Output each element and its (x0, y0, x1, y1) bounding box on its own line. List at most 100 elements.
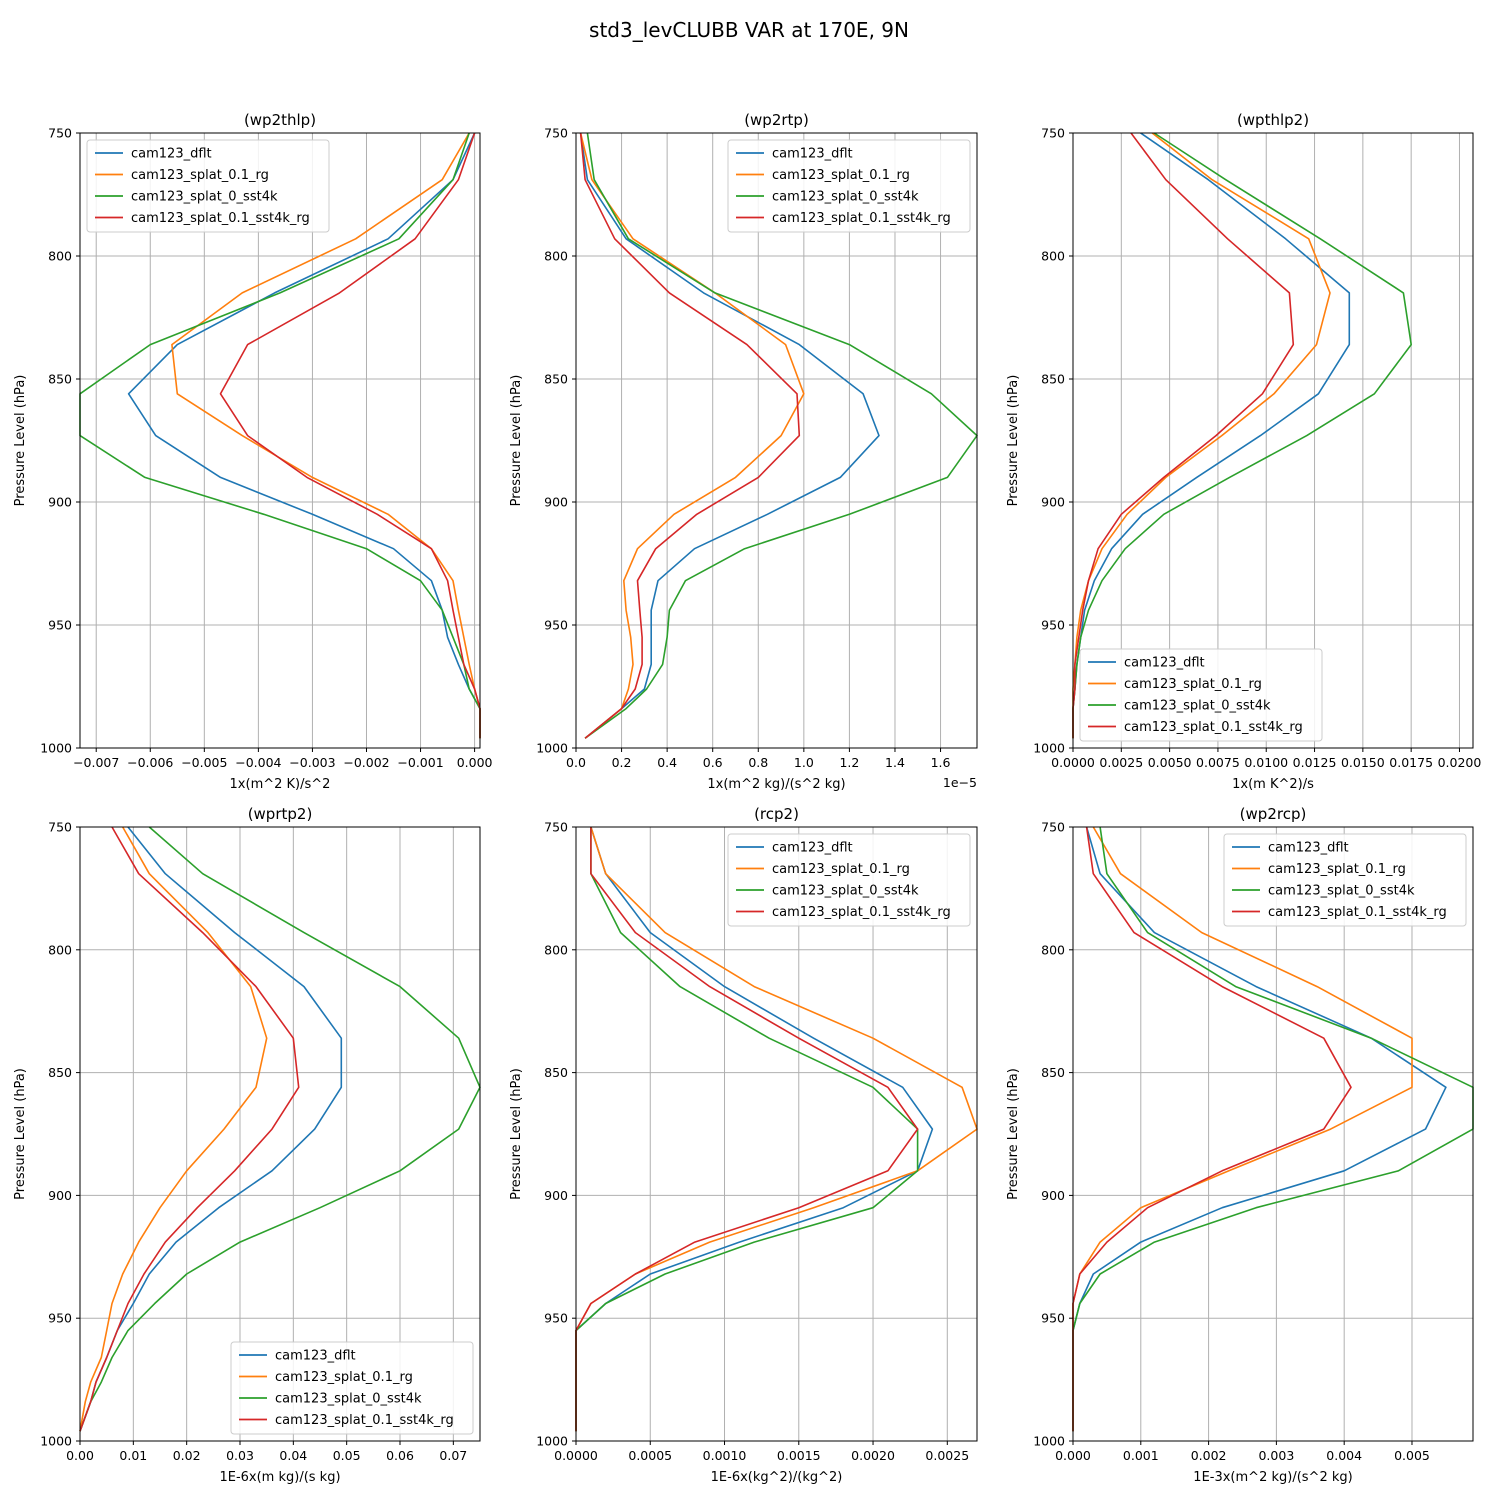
y-axis-label: Pressure Level (hPa) (1006, 375, 1021, 507)
y-axis-label: Pressure Level (hPa) (509, 1068, 524, 1200)
legend-entry: cam123_splat_0.1_sst4k_rg (1268, 905, 1447, 920)
x-tick-label: −0.002 (343, 755, 389, 770)
subplot-6: 0.000 0.001 0.002 0.003 0.004 0.005 750 800 850 9… (1006, 805, 1474, 1485)
x-tick-label: 0.003 (1258, 1448, 1294, 1463)
x-axis-label: 1E-3x(m^2 kg)/(s^2 kg) (1193, 1470, 1352, 1485)
x-tick-label: 0.0025 (1099, 755, 1143, 770)
x-tick-label: 0.05 (333, 1448, 361, 1463)
x-tick-label: −0.001 (397, 755, 443, 770)
legend-box (727, 139, 971, 233)
y-tick-label: 950 (1041, 1311, 1065, 1326)
y-tick-label: 1000 (40, 741, 72, 756)
subplot-title: (wp2rcp) (1240, 805, 1307, 823)
legend-box (230, 1341, 474, 1435)
legend-entry: cam123_splat_0.1_rg (275, 1370, 413, 1385)
series-line-cam123_splat_0_sst4k (1072, 132, 1412, 739)
x-tick-label: 1.6 (931, 755, 951, 770)
legend: cam123_dflt cam123_splat_0.1_rg cam123_spl… (727, 833, 971, 927)
x-tick-label: 0.00 (66, 1448, 94, 1463)
subplot-title: (rcp2) (754, 805, 799, 823)
legend-entry: cam123_dflt (1268, 841, 1349, 856)
subplot-1: −0.007 −0.006 −0.005 −0.004 −0.003 −0.002 −0.0… (13, 111, 493, 792)
x-tick-label: 0.01 (119, 1448, 147, 1463)
x-tick-label: 0.0075 (1196, 755, 1240, 770)
x-tick-label: 0.000 (1055, 1448, 1091, 1463)
subplot-5: 0.0000 0.0005 0.0010 0.0015 0.0020 0.0025 750 8… (509, 805, 978, 1485)
series-line-cam123_splat_0.1_sst4k_rg (79, 826, 300, 1432)
y-tick-label: 1000 (536, 1434, 568, 1449)
y-tick-label: 800 (544, 249, 568, 264)
y-tick-label: 1000 (536, 741, 568, 756)
series-line-cam123_splat_0.1_sst4k_rg (1072, 132, 1295, 739)
y-tick-label: 950 (544, 618, 568, 633)
x-tick-label: 0.0005 (628, 1448, 672, 1463)
legend-entry: cam123_splat_0.1_sst4k_rg (772, 905, 951, 920)
x-tick-label: 0.0150 (1341, 755, 1385, 770)
legend-entry: cam123_splat_0_sst4k (1124, 699, 1271, 714)
x-tick-label: 0.0125 (1293, 755, 1337, 770)
legend-entry: cam123_splat_0_sst4k (772, 884, 919, 899)
y-tick-label: 850 (544, 1065, 568, 1080)
legend-entry: cam123_splat_0.1_rg (131, 168, 269, 183)
y-tick-label: 850 (1041, 372, 1065, 387)
x-offset-label: 1e−5 (943, 775, 977, 790)
plot-frame (79, 132, 481, 749)
y-tick-label: 850 (544, 372, 568, 387)
legend-entry: cam123_dflt (1124, 656, 1205, 671)
x-tick-label: 0.8 (748, 755, 768, 770)
legend-entry: cam123_splat_0.1_rg (1124, 677, 1262, 692)
x-axis-label: 1x(m^2 K)/s^2 (230, 777, 331, 792)
x-tick-label: 0.0025 (925, 1448, 969, 1463)
legend-entry: cam123_splat_0.1_sst4k_rg (1124, 720, 1303, 735)
x-tick-label: 0.6 (703, 755, 723, 770)
y-tick-label: 800 (48, 249, 72, 264)
y-tick-label: 900 (48, 1188, 72, 1203)
legend-entry: cam123_splat_0.1_sst4k_rg (131, 211, 310, 226)
y-tick-label: 1000 (1033, 741, 1065, 756)
x-tick-label: 0.0000 (554, 1448, 598, 1463)
x-tick-label: 0.0020 (851, 1448, 895, 1463)
subplot-2: 0.0 0.2 0.4 0.6 0.8 1.0 1.2 1.4 1.6 750 800 850 900 9… (509, 111, 978, 792)
y-tick-label: 850 (48, 1065, 72, 1080)
y-tick-label: 900 (1041, 495, 1065, 510)
y-tick-label: 900 (544, 495, 568, 510)
x-tick-label: 0.004 (1326, 1448, 1362, 1463)
x-axis-label: 1x(m K^2)/s (1232, 777, 1314, 792)
x-tick-label: 0.4 (657, 755, 677, 770)
series-line-cam123_splat_0.1_rg (579, 132, 805, 739)
figure-title: std3_levCLUBB VAR at 170E, 9N (589, 18, 909, 42)
plot-frame (575, 132, 978, 749)
x-tick-label: 0.0 (566, 755, 586, 770)
y-tick-label: 750 (1041, 126, 1065, 141)
subplot-title: (wp2thlp) (244, 111, 316, 129)
plot-frame (79, 826, 481, 1442)
legend-entry: cam123_splat_0.1_rg (772, 168, 910, 183)
y-tick-label: 750 (1041, 820, 1065, 835)
legend-entry: cam123_dflt (275, 1349, 356, 1364)
legend: cam123_dflt cam123_splat_0.1_rg cam123_spl… (1079, 648, 1323, 742)
x-tick-label: 0.005 (1394, 1448, 1430, 1463)
y-tick-label: 1000 (1033, 1434, 1065, 1449)
subplot-4: 0.00 0.01 0.02 0.03 0.04 0.05 0.06 0.07 750 800 85… (13, 805, 481, 1485)
legend-entry: cam123_splat_0.1_sst4k_rg (275, 1413, 454, 1428)
x-tick-label: 0.04 (279, 1448, 307, 1463)
series-line-cam123_splat_0.1_rg (171, 132, 481, 739)
legend-entry: cam123_splat_0_sst4k (1268, 884, 1415, 899)
plot-frame (1072, 132, 1474, 749)
x-tick-label: −0.004 (235, 755, 281, 770)
y-tick-label: 900 (1041, 1188, 1065, 1203)
series-line-cam123_splat_0_sst4k (79, 826, 481, 1432)
x-tick-label: −0.005 (181, 755, 227, 770)
y-tick-label: 800 (1041, 942, 1065, 957)
subplot-3: 0.0000 0.0025 0.0050 0.0075 0.0100 0.0125 0.01… (1006, 111, 1481, 792)
legend-entry: cam123_splat_0.1_rg (772, 862, 910, 877)
y-tick-label: 950 (1041, 618, 1065, 633)
x-tick-label: 0.0175 (1389, 755, 1433, 770)
legend: cam123_dflt cam123_splat_0.1_rg cam123_spl… (1223, 833, 1467, 927)
legend: cam123_dflt cam123_splat_0.1_rg cam123_spl… (727, 139, 971, 233)
x-tick-label: −0.007 (73, 755, 119, 770)
series-line-cam123_splat_0.1_sst4k_rg (579, 132, 801, 739)
y-tick-label: 750 (48, 126, 72, 141)
